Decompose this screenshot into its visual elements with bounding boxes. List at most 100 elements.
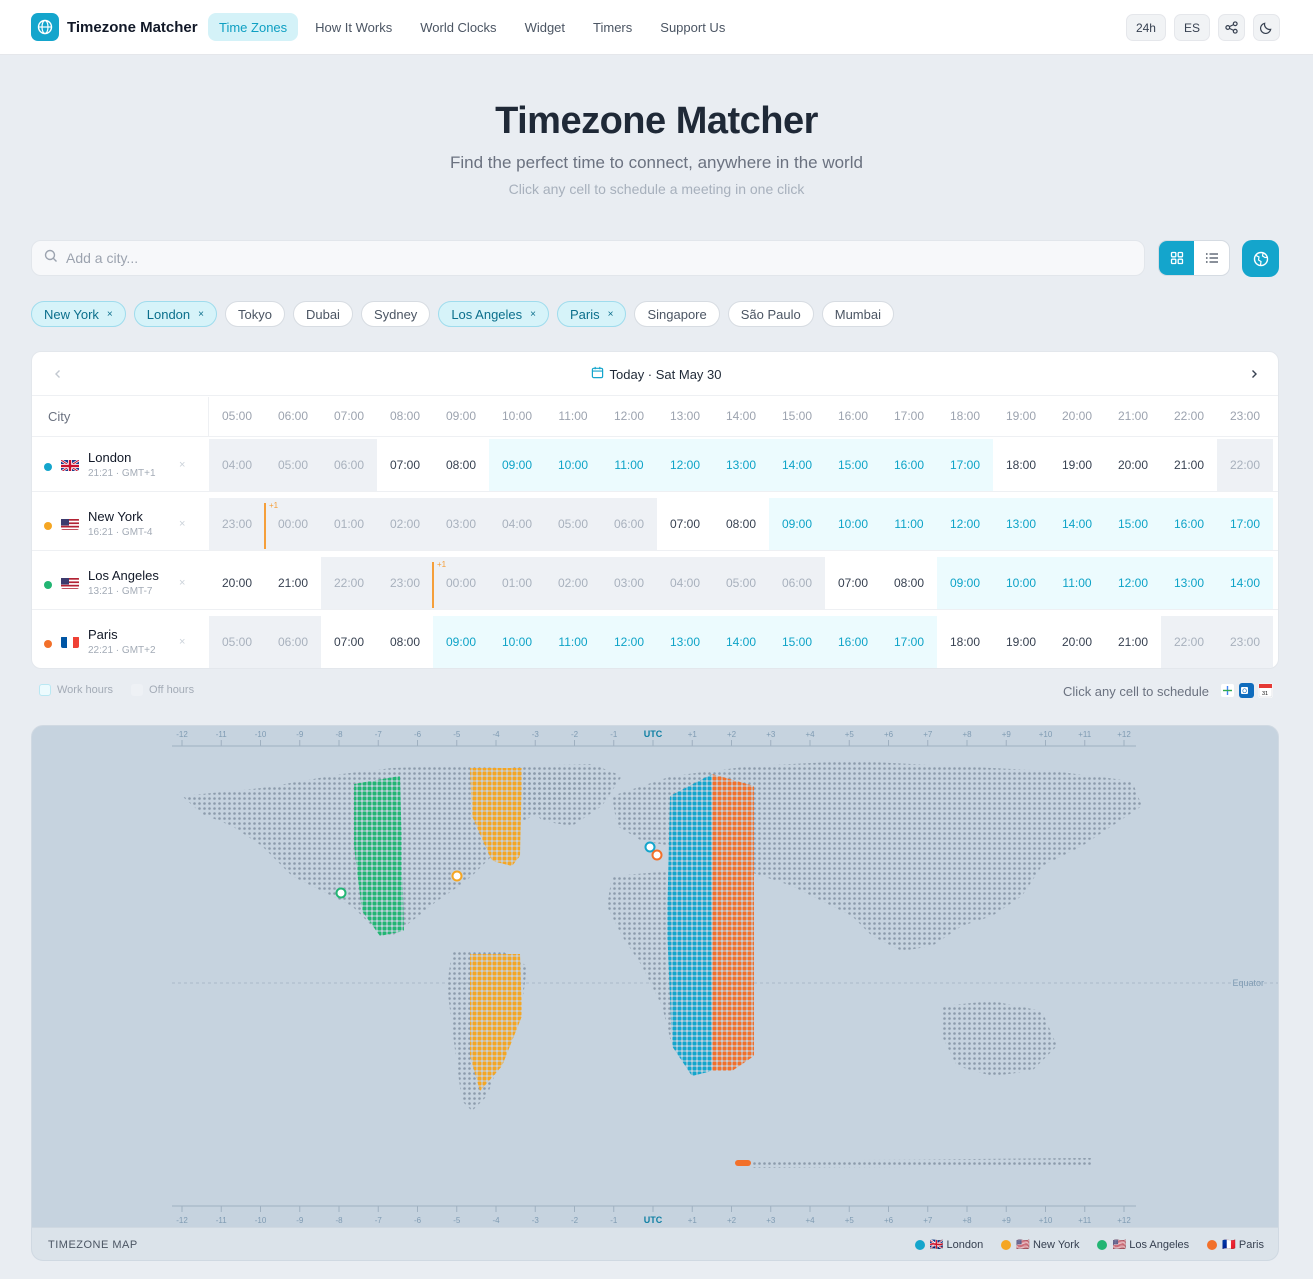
time-cell[interactable]: 11:00 [545,616,601,668]
nav-time-zones[interactable]: Time Zones [208,13,299,41]
remove-city-close-icon[interactable]: × [179,459,186,471]
time-cell[interactable]: 06:00 [601,498,657,550]
chip-dubai[interactable]: Dubai [292,301,353,327]
time-cell[interactable]: 19:00 [993,616,1049,668]
time-cell[interactable]: 14:00 [1217,557,1273,609]
close-icon[interactable]: × [530,308,536,320]
time-cell[interactable]: 09:00 [433,616,489,668]
time-cell[interactable]: 11:00 [601,439,657,491]
chip-sydney[interactable]: Sydney [360,301,431,327]
time-cell[interactable]: 11:00 [1049,557,1105,609]
time-cell[interactable]: 04:00 [209,439,265,491]
time-cell[interactable]: 09:00 [937,557,993,609]
time-cell[interactable]: 16:00 [881,439,937,491]
time-cell[interactable]: 15:00 [769,616,825,668]
time-cell[interactable]: 22:00 [1217,439,1273,491]
time-cell[interactable]: 08:00 [713,498,769,550]
time-cell[interactable]: 08:00 [881,557,937,609]
search-input[interactable] [66,250,1066,266]
time-cell[interactable]: 02:00 [545,557,601,609]
time-cell[interactable]: 00:00 [433,557,489,609]
time-cell[interactable]: 21:00 [1161,439,1217,491]
nav-world-clocks[interactable]: World Clocks [420,19,497,35]
time-cell[interactable]: 17:00 [881,616,937,668]
list-view-icon[interactable] [1194,241,1229,275]
chip-mumbai[interactable]: Mumbai [821,301,894,327]
time-cell[interactable]: 22:00 [1161,616,1217,668]
time-cell[interactable]: 17:00 [937,439,993,491]
time-cell[interactable]: 23:00 [1217,616,1273,668]
time-cell[interactable]: 03:00 [433,498,489,550]
time-cell[interactable]: 18:00 [937,616,993,668]
close-icon[interactable]: × [106,308,113,320]
time-cell[interactable]: 20:00 [1105,439,1161,491]
time-cell[interactable]: 01:00 [321,498,377,550]
chip-paris[interactable]: Paris × [557,301,627,327]
time-cell[interactable]: 23:00 [209,498,265,550]
time-cell[interactable]: 08:00 [377,616,433,668]
time-cell[interactable]: 21:00 [265,557,321,609]
time-cell[interactable]: 18:00 [993,439,1049,491]
grid-view-icon[interactable] [1159,241,1194,275]
chevron-right-icon[interactable] [1244,364,1264,384]
time-cell[interactable]: 12:00 [937,498,993,550]
chip-singapore[interactable]: Singapore [634,301,720,327]
time-cell[interactable]: 10:00 [545,439,601,491]
time-cell[interactable]: 12:00 [1105,557,1161,609]
time-cell[interactable]: 03:00 [601,557,657,609]
time-cell[interactable]: 13:00 [713,439,769,491]
chip-los-angeles[interactable]: Los Angeles × [438,301,549,327]
chevron-left-icon[interactable] [48,364,68,384]
map-view-globe-icon[interactable] [1242,240,1279,277]
time-cell[interactable]: 12:00 [601,616,657,668]
time-cell[interactable]: 14:00 [1049,498,1105,550]
time-cell[interactable]: 05:00 [545,498,601,550]
google-calendar-icon[interactable] [1220,683,1235,698]
apple-calendar-icon[interactable]: 31 [1258,683,1273,698]
time-cell[interactable]: 22:00 [321,557,377,609]
close-icon[interactable]: × [198,308,204,320]
time-cell[interactable]: 07:00 [321,616,377,668]
time-cell[interactable]: 06:00 [265,616,321,668]
time-cell[interactable]: 04:00 [489,498,545,550]
share-icon[interactable] [1218,14,1245,41]
nav-widget[interactable]: Widget [524,19,566,35]
remove-city-close-icon[interactable]: × [179,518,186,530]
time-cell[interactable]: 09:00 [489,439,545,491]
time-cell[interactable]: 06:00 [321,439,377,491]
chip-sao-paulo[interactable]: São Paulo [727,301,814,327]
time-cell[interactable]: 02:00 [377,498,433,550]
remove-city-close-icon[interactable]: × [179,636,186,648]
time-cell[interactable]: 07:00 [825,557,881,609]
nav-timers[interactable]: Timers [593,19,633,35]
brand[interactable]: Timezone Matcher [31,13,198,41]
time-cell[interactable]: 16:00 [825,616,881,668]
time-cell[interactable]: 07:00 [377,439,433,491]
time-cell[interactable]: 20:00 [209,557,265,609]
time-cell[interactable]: 13:00 [1161,557,1217,609]
chip-london[interactable]: London × [133,301,217,327]
language-toggle[interactable]: ES [1173,14,1210,41]
time-cell[interactable]: 04:00 [657,557,713,609]
time-cell[interactable]: 14:00 [769,439,825,491]
time-format-toggle[interactable]: 24h [1125,14,1166,41]
time-cell[interactable]: 06:00 [769,557,825,609]
time-cell[interactable]: 05:00 [713,557,769,609]
time-cell[interactable]: 00:00 [265,498,321,550]
time-cell[interactable]: 15:00 [1105,498,1161,550]
time-cell[interactable]: 08:00 [433,439,489,491]
chip-new-york[interactable]: New York × [31,301,126,327]
nav-how-it-works[interactable]: How It Works [315,19,393,35]
time-cell[interactable]: 13:00 [993,498,1049,550]
time-cell[interactable]: 14:00 [713,616,769,668]
time-cell[interactable]: 10:00 [993,557,1049,609]
time-cell[interactable]: 17:00 [1217,498,1273,550]
close-icon[interactable]: × [607,308,614,320]
moon-icon[interactable] [1253,14,1280,41]
time-cell[interactable]: 19:00 [1049,439,1105,491]
chip-tokyo[interactable]: Tokyo [225,301,285,327]
remove-city-close-icon[interactable]: × [179,577,186,589]
time-cell[interactable]: 15:00 [825,439,881,491]
time-cell[interactable]: 09:00 [769,498,825,550]
time-cell[interactable]: 10:00 [825,498,881,550]
